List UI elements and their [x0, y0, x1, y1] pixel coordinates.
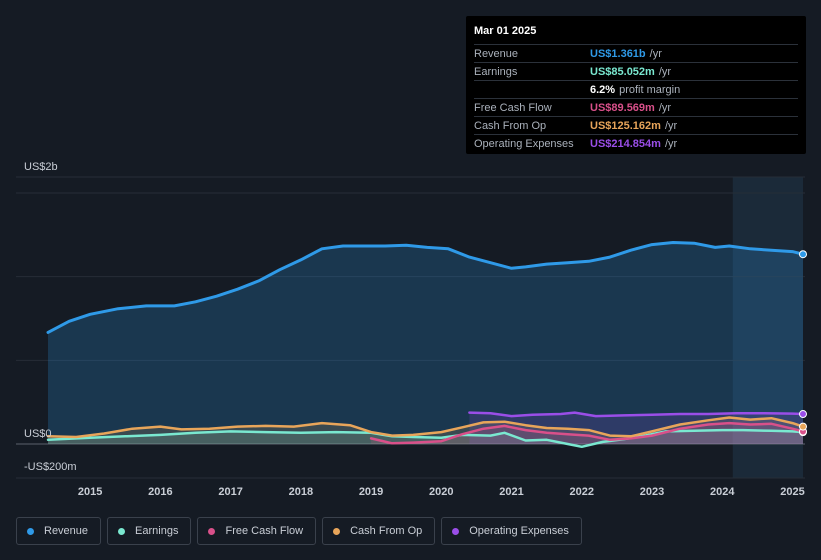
tooltip-row-value: US$1.361b [590, 47, 646, 60]
x-tick-label: 2020 [429, 486, 453, 498]
x-tick-label: 2025 [780, 486, 804, 498]
tooltip-row-unit: /yr [658, 65, 672, 78]
revenue-line [46, 241, 805, 334]
legend-item-revenue[interactable]: Revenue [16, 517, 102, 545]
legend-dot-icon [333, 527, 341, 535]
tooltip-row-value: US$89.569m [590, 101, 655, 114]
tooltip-row: Revenue US$1.361b/yr [474, 44, 798, 62]
legend-item-earnings[interactable]: Earnings [107, 517, 192, 545]
tooltip-row-unit: profit margin [619, 83, 681, 96]
tooltip-row-unit: /yr [658, 101, 672, 114]
revenue-area [48, 242, 803, 444]
x-tick-label: 2018 [289, 486, 313, 498]
cash-from-op-line [46, 416, 805, 439]
tooltip-row-value: US$125.162m [590, 119, 661, 132]
tooltip-row-unit: /yr [649, 47, 662, 60]
tooltip-row-label: Earnings [474, 65, 518, 78]
legend-label: Free Cash Flow [225, 525, 304, 537]
cash-from-op-area [48, 417, 803, 444]
tooltip-row: Earnings US$85.052m/yr [474, 62, 798, 80]
legend-label: Operating Expenses [469, 525, 569, 537]
y-axis-top-label: US$2b [24, 161, 58, 173]
x-tick-label: 2019 [359, 486, 383, 498]
tooltip-row: 6.2% profit margin [474, 80, 798, 98]
tooltip-row-label: Operating Expenses [474, 137, 574, 150]
y-axis-bottom-label: -US$200m [24, 461, 77, 473]
tooltip-row-value: 6.2% [590, 83, 616, 96]
tooltip-row-unit: /yr [664, 137, 678, 150]
tooltip-row-label: Cash From Op [474, 119, 547, 132]
tooltip-row-value: US$85.052m [590, 65, 655, 78]
x-tick-label: 2024 [710, 486, 735, 498]
tooltip-row: Operating Expenses US$214.854m/yr [474, 134, 798, 152]
x-tick-label: 2022 [570, 486, 594, 498]
free-cash-flow-line [369, 421, 805, 445]
tooltip-row: Cash From Op US$125.162m/yr [474, 116, 798, 134]
operating-expenses-area [469, 412, 803, 444]
tooltip-row-label: Free Cash Flow [474, 101, 552, 114]
operating-expenses-endpoint [799, 410, 807, 419]
x-tick-label: 2021 [499, 486, 523, 498]
legend-item-cash-from-op[interactable]: Cash From Op [322, 517, 436, 545]
cash-from-op-endpoint [799, 422, 807, 431]
free-cash-flow-area [371, 423, 803, 444]
tooltip-row: Free Cash Flow US$89.569m/yr [474, 98, 798, 116]
tooltip-date: Mar 01 2025 [474, 25, 537, 37]
revenue-endpoint [799, 250, 807, 259]
legend-label: Earnings [135, 525, 179, 537]
data-tooltip: Mar 01 2025 Revenue US$1.361b/yr Earnings U… [466, 16, 806, 154]
legend-dot-icon [452, 527, 460, 535]
legend-dot-icon [208, 527, 216, 535]
legend-item-free-cash-flow[interactable]: Free Cash Flow [197, 517, 317, 545]
x-tick-label: 2016 [148, 486, 172, 498]
legend-label: Revenue [44, 525, 89, 537]
legend-dot-icon [27, 527, 34, 535]
legend-dot-icon [118, 527, 126, 535]
x-tick-label: 2017 [218, 486, 242, 498]
legend-label: Cash From Op [350, 525, 423, 537]
tooltip-row-value: US$214.854m [590, 137, 661, 150]
legend-item-operating-expenses[interactable]: Operating Expenses [441, 517, 582, 545]
tooltip-row-label: Revenue [474, 47, 519, 60]
operating-expenses-line [468, 411, 805, 418]
y-axis-zero-label: US$0 [24, 428, 52, 440]
chart-legend: Revenue Earnings Free Cash Flow Cash From O… [16, 517, 582, 547]
earnings-line [46, 428, 805, 449]
x-tick-label: 2015 [78, 486, 102, 498]
tooltip-row-unit: /yr [664, 119, 678, 132]
x-tick-label: 2023 [640, 486, 664, 498]
